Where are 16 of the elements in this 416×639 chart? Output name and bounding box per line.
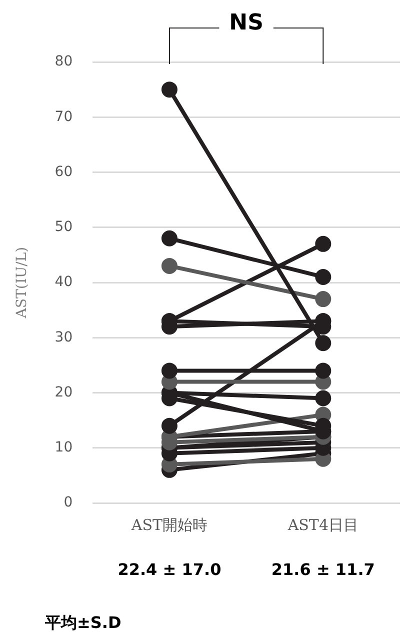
y-axis-title: AST(IU/L) [14, 246, 30, 320]
y-tick-label: 30 [54, 329, 73, 346]
y-tick-label: 80 [54, 54, 73, 70]
text: 21.6 ± 11.7 [271, 560, 375, 580]
y-tick-label: 60 [54, 164, 73, 180]
y-tick-label: 40 [54, 274, 73, 290]
y-tick-label: 0 [64, 494, 73, 511]
y-tick-label: 20 [54, 384, 73, 400]
text: NS [229, 10, 264, 36]
x-tick-label: AST開始時 [130, 516, 208, 534]
text: 平均±S.D [44, 613, 122, 632]
text: 22.4 ± 17.0 [118, 560, 222, 580]
y-tick-label: 10 [54, 440, 73, 456]
y-tick-label: 50 [54, 219, 73, 236]
x-tick-label: AST4日目 [286, 516, 358, 534]
y-tick-label: 70 [54, 108, 73, 125]
